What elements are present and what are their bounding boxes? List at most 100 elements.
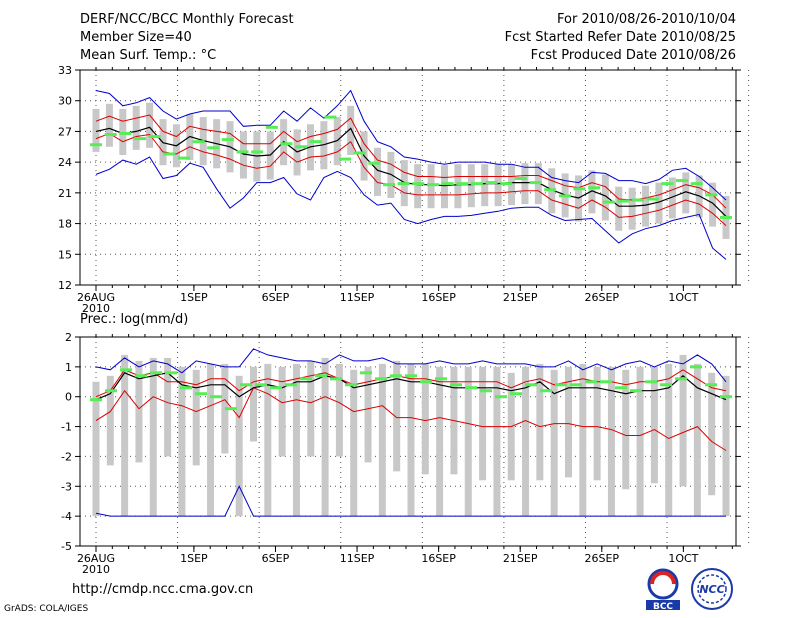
- prec-ytick-label: 0: [65, 391, 72, 404]
- prec-range-bar: [178, 366, 186, 517]
- prec-range-bar: [221, 363, 229, 454]
- temp-xtick-label: 6SEP: [262, 291, 290, 304]
- prec-xtick-label: 26AUG: [77, 552, 115, 565]
- temp-range-bar: [92, 108, 100, 152]
- member-size: Member Size=40: [80, 30, 192, 45]
- temp-ytick-label: 21: [58, 187, 72, 200]
- prec-ytick-label: 1: [65, 361, 72, 374]
- temp-range-bar: [521, 163, 529, 205]
- temp-xtick-label: 26SEP: [585, 291, 620, 304]
- prec-spread-lower-line: [95, 387, 727, 451]
- source-url[interactable]: http://cmdp.ncc.cma.gov.cn: [72, 582, 254, 597]
- temp-range-bar: [239, 131, 247, 179]
- prec-range-bar: [622, 369, 630, 490]
- prec-xtick-label: 21SEP: [503, 552, 538, 565]
- temp-range-bar: [373, 147, 381, 196]
- prec-range-bar: [92, 381, 100, 517]
- prec-min-line: [95, 485, 726, 517]
- prec-range-bar: [708, 372, 716, 496]
- temp-range-bar: [682, 172, 690, 214]
- temp-xtick-label: 26AUG: [77, 291, 115, 304]
- refer-date: Fcst Started Refer Date 2010/08/25: [504, 30, 736, 45]
- temp-min-line: [95, 156, 727, 260]
- prec-range-bar: [264, 363, 272, 517]
- temp-range-bar: [615, 186, 623, 231]
- prec-range-bar: [350, 369, 358, 517]
- temp-ytick-label: 24: [58, 156, 72, 169]
- prec-range-bar: [307, 360, 315, 457]
- prec-range-bar: [378, 363, 386, 517]
- prec-range-bar: [493, 366, 501, 517]
- prec-spread-upper-line: [95, 369, 727, 398]
- temp-spread-lower-line: [95, 132, 727, 226]
- temp-range-bar: [668, 177, 676, 219]
- svg-text:NCC: NCC: [699, 583, 724, 596]
- temp-range-bar: [414, 164, 422, 209]
- prec-xtick-label: 16SEP: [421, 552, 456, 565]
- prec-range-bar: [135, 360, 143, 463]
- svg-text:BCC: BCC: [653, 602, 673, 612]
- prec-xtick-label: 1OCT: [668, 552, 698, 565]
- temp-range-bar: [132, 105, 140, 150]
- prec-range-bar: [192, 369, 200, 466]
- prec-mean-line: [95, 372, 727, 401]
- temp-xtick-label: 1OCT: [668, 291, 698, 304]
- prec-ytick-label: 2: [65, 331, 72, 344]
- prec-range-bar: [235, 375, 243, 517]
- prec-range-bar: [550, 369, 558, 517]
- prec-range-bar: [536, 363, 544, 481]
- temp-range-bar: [119, 108, 127, 155]
- temp-max-line: [95, 89, 727, 201]
- temp-xtick-label: 11SEP: [340, 291, 375, 304]
- prec-range-bar: [278, 366, 286, 457]
- prec-range-bar: [565, 366, 572, 478]
- prec-range-bar: [421, 363, 429, 475]
- prec-range-bar: [665, 363, 673, 517]
- prec-range-bar: [436, 366, 444, 517]
- temp-ytick-label: 12: [58, 279, 72, 292]
- temp-range-bar: [146, 102, 154, 148]
- prec-range-bar: [479, 366, 487, 481]
- prec-range-bar: [207, 363, 215, 517]
- prec-ytick-label: -3: [61, 480, 72, 493]
- temp-range-bar: [494, 164, 502, 207]
- prec-frame: [79, 336, 737, 547]
- temp-xtick-label: 2010: [82, 302, 110, 315]
- temp-range-bar: [105, 103, 113, 147]
- temp-ytick-label: 30: [58, 95, 72, 108]
- prec-xtick-label: 26SEP: [585, 552, 620, 565]
- prec-ytick-label: -4: [61, 510, 72, 523]
- prec-range-bar: [722, 375, 730, 517]
- temp-range-bar: [709, 182, 717, 227]
- temp-xtick-label: 16SEP: [421, 291, 456, 304]
- prec-range-bar: [679, 354, 687, 487]
- prec-range-bar: [250, 366, 257, 442]
- temp-range-bar: [628, 187, 636, 230]
- prec-xtick-label: 1SEP: [180, 552, 208, 565]
- prec-panel-title: Prec.: log(mm/d): [80, 312, 189, 327]
- temp-range-bar: [601, 174, 609, 221]
- forecast-range: For 2010/08/26-2010/10/04: [557, 12, 736, 27]
- prec-range-bar: [335, 363, 343, 457]
- prec-range-bar: [607, 366, 615, 517]
- prec-range-bar: [407, 363, 415, 517]
- temp-range-bar: [481, 164, 489, 207]
- temp-ytick-label: 27: [58, 125, 72, 138]
- bcc-logo: BCC: [646, 568, 680, 612]
- prec-range-bar: [106, 375, 114, 466]
- prec-range-bar: [164, 357, 172, 457]
- temp-mean-line: [95, 126, 727, 217]
- prec-range-bar: [464, 366, 472, 517]
- ncc-logo: NCC: [691, 568, 733, 610]
- prec-ytick-label: -5: [61, 540, 72, 553]
- prec-range-bar: [522, 366, 530, 517]
- prec-xtick-label: 11SEP: [340, 552, 375, 565]
- prec-range-bar: [393, 360, 401, 472]
- temp-range-bar: [441, 165, 449, 209]
- prec-xtick-label: 2010: [82, 563, 110, 576]
- temp-range-bar: [655, 182, 663, 224]
- temp-ytick-label: 18: [58, 218, 72, 231]
